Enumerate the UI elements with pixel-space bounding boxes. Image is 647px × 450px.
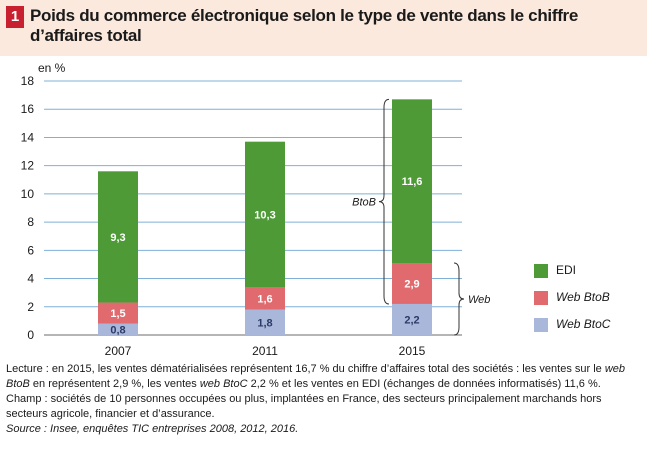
lecture-text-btob: BtoB [6, 378, 30, 390]
chart-legend: EDI Web BtoB Web BtoC [534, 262, 644, 343]
bar-edi-2011 [245, 141, 285, 288]
btob-brace-label: BtoB [352, 197, 376, 209]
x-tick-label: 2011 [252, 344, 278, 358]
legend-swatch-edi [534, 264, 548, 278]
y-tick-label: 6 [27, 243, 34, 257]
chart-title: Poids du commerce électronique selon le … [30, 6, 579, 45]
legend-item-web-btoc: Web BtoC [534, 316, 644, 343]
legend-item-web-btob: Web BtoB [534, 289, 644, 316]
data-label: 11,6 [402, 176, 423, 188]
legend-label-edi: EDI [556, 263, 577, 277]
champ-note: Champ : sociétés de 10 personnes occupée… [6, 393, 602, 420]
bar-edi-2015 [392, 99, 432, 264]
bar-web-btoc-2015 [392, 303, 432, 335]
bar-web-btoc-2007 [98, 323, 138, 335]
figure-header: 1 Poids du commerce électronique selon l… [0, 0, 647, 56]
web-brace [453, 262, 465, 336]
y-tick-label: 16 [21, 102, 35, 116]
legend-swatch-web-btob [534, 291, 548, 305]
lecture-text-webbtoc: web BtoC [199, 378, 248, 390]
y-tick-label: 2 [27, 300, 34, 314]
legend-item-edi: EDI [534, 262, 644, 289]
y-tick-label: 12 [21, 159, 35, 173]
chart-footnotes: Lecture : en 2015, les ventes dématérial… [6, 362, 642, 437]
y-tick-label: 0 [27, 328, 34, 342]
data-label: 1,8 [257, 317, 272, 329]
lecture-text-3: 2,2 % et les ventes en EDI (échanges de … [247, 378, 601, 390]
y-tick-label: 8 [27, 215, 34, 229]
legend-label-web-btob: Web BtoB [556, 290, 610, 304]
data-label: 1,5 [110, 308, 125, 320]
bar-web-btob-2015 [392, 263, 432, 304]
data-label: 10,3 [254, 209, 275, 221]
lecture-text-1: Lecture : en 2015, les ventes dématérial… [6, 363, 605, 375]
y-tick-label: 10 [21, 187, 35, 201]
y-tick-label: 18 [21, 74, 35, 88]
bar-web-btob-2007 [98, 302, 138, 324]
data-label: 0,8 [110, 324, 125, 336]
x-tick-label: 2015 [399, 344, 426, 358]
legend-swatch-web-btoc [534, 318, 548, 332]
bar-edi-2007 [98, 171, 138, 303]
lecture-text-2: en représentent 2,9 %, les ventes [29, 378, 200, 390]
data-label: 1,6 [257, 293, 272, 305]
source-note: Source : Insee, enquêtes TIC entreprises… [6, 423, 299, 435]
data-label: 2,2 [404, 314, 419, 326]
y-axis-label: en % [38, 61, 66, 75]
lecture-note: Lecture : en 2015, les ventes dématérial… [6, 362, 642, 392]
legend-label-web-btoc: Web BtoC [556, 317, 611, 331]
bar-web-btoc-2011 [245, 309, 285, 335]
lecture-text-web: web [604, 363, 626, 375]
figure-number-badge: 1 [6, 6, 24, 28]
y-tick-label: 4 [27, 272, 34, 286]
bar-web-btob-2011 [245, 287, 285, 310]
data-label: 9,3 [110, 232, 125, 244]
x-tick-label: 2007 [105, 344, 132, 358]
web-brace-label: Web [468, 294, 490, 306]
data-label: 2,9 [404, 278, 419, 290]
y-tick-label: 14 [21, 130, 35, 144]
btob-brace [378, 98, 390, 305]
